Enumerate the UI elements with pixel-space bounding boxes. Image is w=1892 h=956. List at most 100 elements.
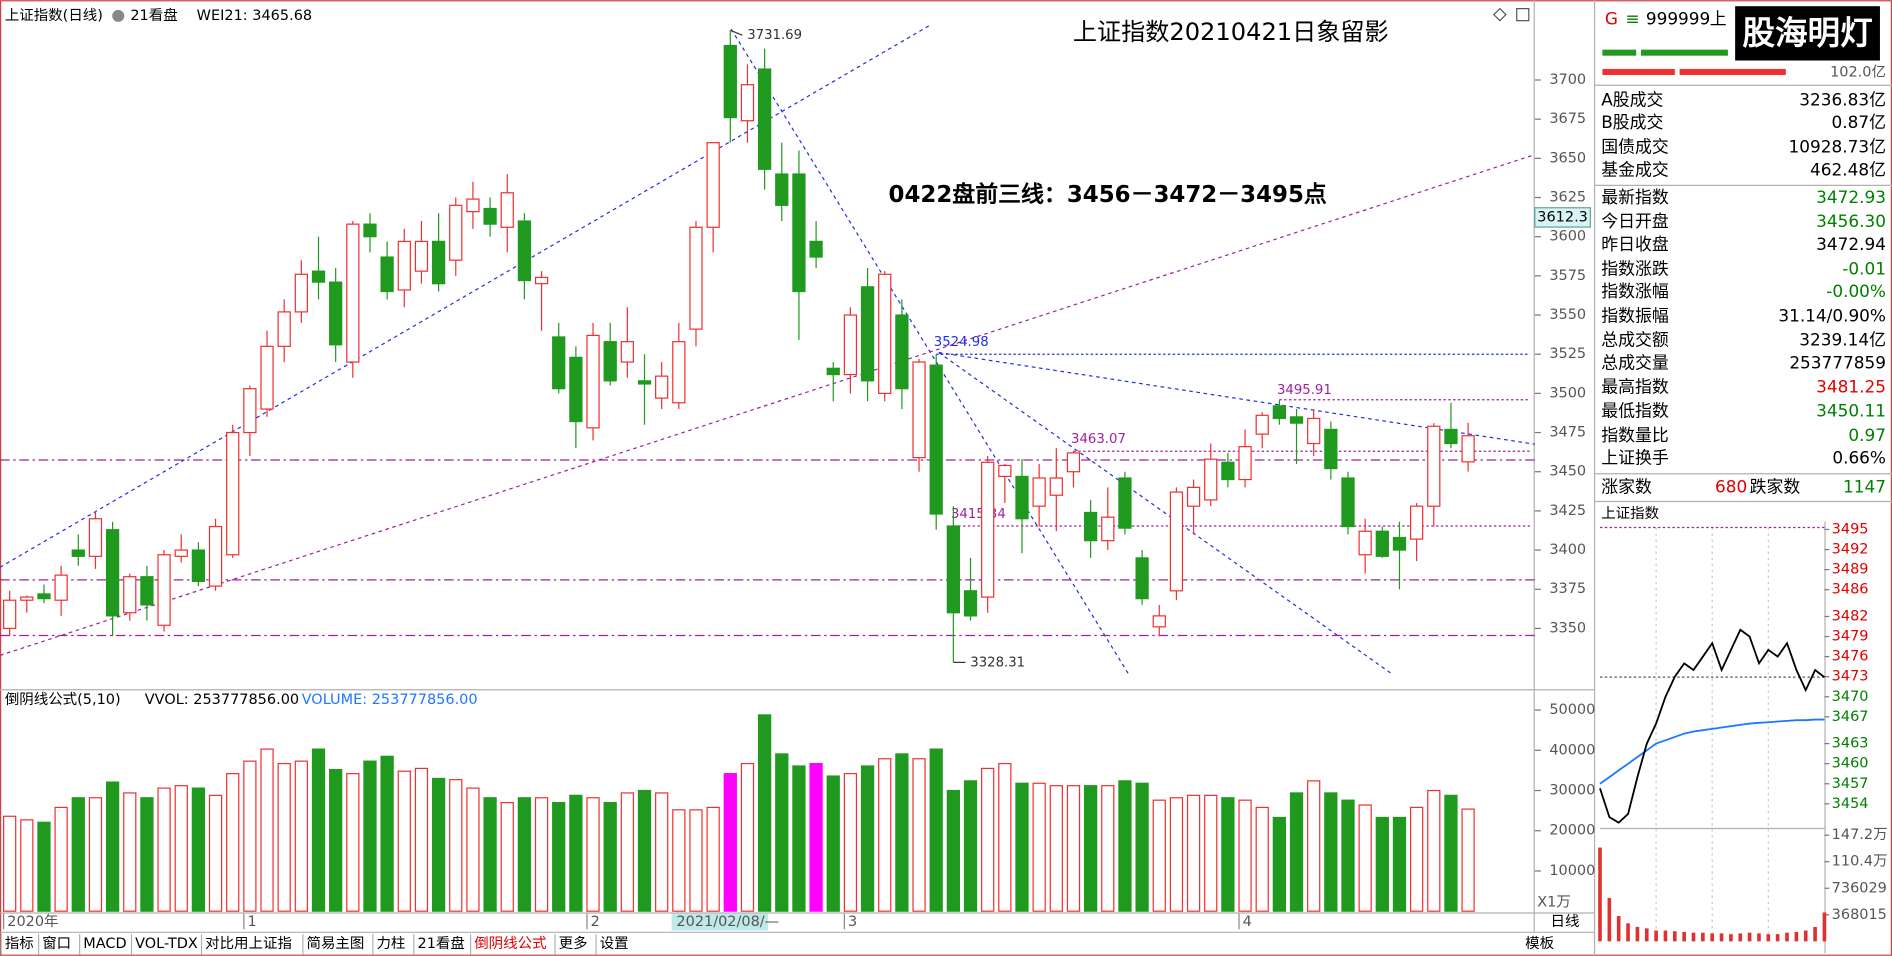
volume-bar (655, 792, 669, 912)
diamond-icon[interactable] (1492, 7, 1507, 22)
y-tick-label: 3489 (1832, 562, 1869, 578)
candle-body (363, 223, 377, 238)
volume-bar (1701, 932, 1705, 942)
period-button[interactable]: 日线 (1551, 913, 1580, 930)
volume-bar (1691, 932, 1696, 942)
x-tick-label: 1 (247, 914, 256, 930)
y-tick-label: 3525 (1549, 346, 1586, 362)
volume-bar (1803, 930, 1808, 942)
tab[interactable]: 更多 (559, 935, 588, 952)
volume-bar (1255, 806, 1269, 912)
quote-label: 指数振幅 (1601, 305, 1669, 325)
y-tick-label: 50000 (1549, 702, 1595, 718)
tab[interactable]: 窗口 (42, 934, 71, 952)
volume-bar (1672, 931, 1677, 942)
quote-value: 3236.83亿 (1799, 89, 1886, 109)
candle-body (586, 334, 600, 429)
tab[interactable]: 对比用上证指 (205, 935, 292, 952)
volume-bar (1169, 797, 1184, 912)
tab[interactable]: 力柱 (376, 935, 405, 952)
candle-body (449, 204, 463, 261)
y-tick-label: 147.2万 (1832, 827, 1888, 843)
candle-body (1204, 458, 1218, 501)
tab[interactable]: 倒阴线公式 (474, 935, 546, 952)
date-cursor (671, 913, 769, 931)
quote-value: 3239.14亿 (1799, 329, 1886, 349)
candle-body (775, 173, 789, 206)
tab[interactable]: 21看盘 (417, 934, 464, 952)
volume-bar (208, 794, 223, 912)
volume-bar (706, 806, 720, 912)
volume-bar (1118, 780, 1132, 912)
x-tick-label: 4 (1243, 914, 1252, 930)
candle-body (1118, 477, 1132, 529)
y-tick-label: 3700 (1549, 72, 1586, 88)
volume-bar (569, 794, 583, 912)
volume-bar (157, 787, 171, 912)
candle-body (517, 220, 532, 282)
y-tick-label: 20000 (1549, 823, 1595, 839)
quote-label: 指数涨跌 (1601, 258, 1669, 278)
volume-bar (1066, 785, 1081, 912)
indicator-value: WEI21: 3465.68 (197, 8, 312, 24)
volume-bar (775, 753, 789, 912)
menu-icon[interactable]: ≡ (1625, 8, 1639, 28)
volume-bar (397, 770, 411, 912)
volume-bar (1186, 794, 1201, 912)
intraday-title: 上证指数 (1601, 505, 1659, 522)
candle-body (157, 554, 171, 626)
candle-body (552, 336, 566, 390)
candle-body (895, 314, 909, 390)
y-tick-label: 40000 (1549, 742, 1595, 758)
x-tick-label: 2020年 (7, 913, 58, 930)
cursor-box (1534, 207, 1591, 228)
volume-bar (226, 773, 240, 912)
tab[interactable]: MACD (83, 936, 126, 952)
volume-bar (637, 789, 652, 912)
window-icon[interactable] (1516, 8, 1530, 22)
candle-body (1358, 530, 1372, 556)
candle-body (191, 549, 206, 583)
candle-body (792, 173, 806, 293)
volume-bar (809, 762, 823, 912)
quote-value: 462.48亿 (1810, 159, 1886, 179)
quote-label: 上证换手 (1601, 448, 1669, 468)
candle-body (998, 464, 1012, 478)
template-button[interactable]: 模板 (1525, 934, 1554, 952)
quote-label: 总成交额 (1601, 329, 1669, 349)
flow-bar (1641, 49, 1728, 56)
y-tick-label: 3550 (1549, 307, 1586, 323)
chart-header: 上证指数(日线) (5, 7, 103, 24)
candle-body (1135, 557, 1149, 600)
settings-icon[interactable] (112, 9, 125, 22)
logo: 股海明灯 (1742, 14, 1872, 52)
y-tick-label: 3475 (1549, 425, 1586, 441)
candle-body (1238, 446, 1252, 481)
candle-body (1461, 435, 1475, 463)
price-label: 3328.31 (970, 655, 1025, 670)
indicator-button[interactable]: 21看盘 (130, 6, 177, 24)
volume-bar (88, 797, 103, 912)
cursor-value: 3612.3 (1537, 209, 1588, 225)
candle-body (1049, 477, 1063, 496)
tab[interactable]: VOL-TDX (135, 936, 198, 952)
volume-bar (1598, 847, 1602, 942)
candle-body (1427, 425, 1441, 507)
candle-body (1341, 477, 1355, 528)
candle-body (1307, 417, 1321, 445)
volume-bar (672, 809, 686, 912)
candle-body (981, 461, 995, 598)
y-tick-label: 3650 (1549, 150, 1586, 166)
tab[interactable]: 设置 (600, 935, 629, 952)
volume-bar (1766, 934, 1771, 942)
tab[interactable]: 简易主图 (306, 935, 364, 952)
volume-bar (1738, 933, 1743, 942)
quote-value: 31.14/0.90% (1778, 305, 1886, 325)
candle-body (706, 142, 720, 228)
market-flag: G (1605, 8, 1618, 28)
quote-label: 指数涨幅 (1601, 281, 1669, 301)
volume-bar (311, 748, 326, 912)
volume-bar (929, 748, 943, 912)
tab[interactable]: 指标 (5, 935, 34, 952)
